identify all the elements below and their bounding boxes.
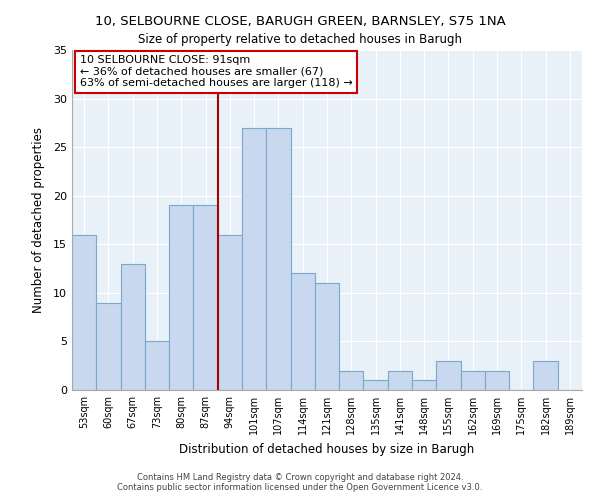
Bar (72, 234, 96, 390)
X-axis label: Distribution of detached houses by size in Barugh: Distribution of detached houses by size … (179, 442, 475, 456)
Bar (290, 274, 315, 390)
Bar (121, 264, 145, 390)
Text: Contains HM Land Registry data © Crown copyright and database right 2024.
Contai: Contains HM Land Registry data © Crown c… (118, 473, 482, 492)
Bar (485, 370, 509, 390)
Bar (96, 302, 121, 390)
Y-axis label: Number of detached properties: Number of detached properties (32, 127, 44, 313)
Text: Size of property relative to detached houses in Barugh: Size of property relative to detached ho… (138, 32, 462, 46)
Bar (145, 342, 169, 390)
Bar (388, 370, 412, 390)
Bar (193, 206, 218, 390)
Bar (242, 128, 266, 390)
Bar (339, 370, 364, 390)
Bar (412, 380, 436, 390)
Bar (436, 361, 461, 390)
Text: 10, SELBOURNE CLOSE, BARUGH GREEN, BARNSLEY, S75 1NA: 10, SELBOURNE CLOSE, BARUGH GREEN, BARNS… (95, 15, 505, 28)
Bar (315, 283, 339, 390)
Bar (218, 234, 242, 390)
Text: 10 SELBOURNE CLOSE: 91sqm
← 36% of detached houses are smaller (67)
63% of semi-: 10 SELBOURNE CLOSE: 91sqm ← 36% of detac… (80, 55, 352, 88)
Bar (169, 206, 193, 390)
Bar (533, 361, 558, 390)
Bar (266, 128, 290, 390)
Bar (461, 370, 485, 390)
Bar (364, 380, 388, 390)
